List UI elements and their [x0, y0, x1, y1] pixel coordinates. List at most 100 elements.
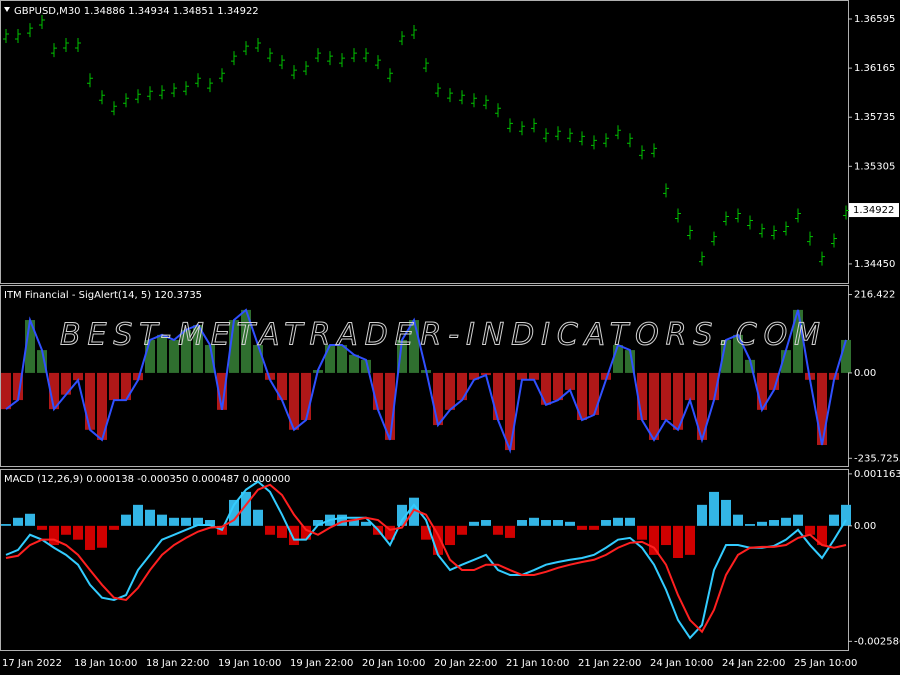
price-bar: [459, 90, 465, 105]
price-bar: [711, 231, 717, 246]
price-bar: [339, 53, 345, 68]
macd-histogram-bar: [637, 525, 647, 540]
macd-histogram-bar: [253, 509, 263, 526]
price-bar: [831, 233, 837, 248]
macd-histogram-bar: [349, 520, 359, 526]
price-bar: [615, 125, 621, 140]
histogram-bar: [277, 372, 287, 401]
histogram-bar: [97, 372, 107, 440]
macd-histogram-bar: [49, 525, 59, 546]
price-bar: [27, 23, 33, 38]
histogram-bar: [397, 339, 407, 373]
price-bar: [87, 73, 93, 88]
histogram-bar: [337, 345, 347, 373]
price-bar: [315, 48, 321, 63]
macd-histogram-bar: [745, 524, 755, 526]
histogram-bar: [457, 372, 467, 401]
price-bar: [111, 101, 117, 116]
histogram-bar: [1, 372, 11, 410]
histogram-bar: [577, 372, 587, 421]
price-bar: [63, 38, 69, 53]
y-tick-label: 1.36165: [854, 63, 895, 74]
histogram-bar: [817, 372, 827, 445]
macd-histogram-bar: [697, 504, 707, 526]
macd-histogram-bar: [265, 525, 275, 535]
macd-histogram-bar: [193, 517, 203, 526]
macd-histogram-bar: [661, 525, 671, 546]
price-bar: [99, 90, 105, 105]
histogram-bar: [697, 372, 707, 440]
macd-histogram-bar: [313, 520, 323, 526]
price-bar: [819, 251, 825, 266]
macd-histogram-bar: [421, 525, 431, 540]
histogram-bar: [649, 372, 659, 440]
price-bar: [183, 81, 189, 96]
price-bar: [507, 118, 513, 133]
current-price-label: 1.34922: [853, 205, 894, 216]
macd-histogram-bar: [589, 525, 599, 530]
macd-histogram-bar: [73, 525, 83, 540]
macd-histogram-bar: [337, 514, 347, 526]
histogram-bar: [709, 372, 719, 401]
histogram-bar: [481, 372, 491, 376]
price-bar: [51, 43, 57, 58]
price-bar: [123, 93, 129, 108]
histogram-bar: [49, 372, 59, 410]
current-price-box: [849, 203, 899, 218]
macd-histogram-bar: [109, 525, 119, 530]
histogram-bar: [289, 372, 299, 430]
x-tick-label: 21 Jan 22:00: [578, 658, 641, 669]
panel-title: MACD (12,26,9) 0.000138 -0.000350 0.0004…: [4, 474, 290, 485]
indicator-line: [5, 308, 847, 454]
histogram-bar: [181, 329, 191, 373]
histogram-bar: [193, 325, 203, 373]
histogram-bar: [673, 372, 683, 430]
histogram-bar: [133, 372, 143, 381]
macd-histogram-bar: [709, 491, 719, 526]
y-tick-label: -0.002586: [854, 636, 900, 647]
price-bar: [603, 133, 609, 148]
macd-histogram-bar: [841, 504, 851, 526]
macd-histogram-bar: [757, 521, 767, 526]
price-bar: [15, 29, 21, 44]
x-tick-label: 20 Jan 22:00: [434, 658, 497, 669]
panel-menu-icon[interactable]: [4, 7, 10, 12]
histogram-bar: [589, 372, 599, 415]
macd-histogram-bar: [469, 521, 479, 526]
macd-histogram-bar: [721, 499, 731, 526]
histogram-bar: [73, 372, 83, 381]
price-bar: [291, 65, 297, 80]
price-bar: [699, 251, 705, 266]
price-bar: [3, 29, 9, 44]
price-bar: [231, 51, 237, 66]
macd-histogram-bar: [505, 525, 515, 538]
histogram-bar: [409, 320, 419, 373]
macd-histogram-bar: [409, 497, 419, 526]
macd-histogram-bar: [733, 514, 743, 526]
histogram-bar: [373, 372, 383, 410]
price-bar: [159, 85, 165, 100]
macd-histogram-bar: [169, 517, 179, 526]
macd-histogram-bar: [685, 525, 695, 555]
macd-histogram-bar: [517, 520, 527, 526]
histogram-bar: [493, 372, 503, 421]
macd-histogram-bar: [673, 525, 683, 558]
macd-line: [5, 480, 847, 640]
price-bar: [663, 183, 669, 198]
price-bar: [639, 145, 645, 160]
price-bar: [747, 215, 753, 230]
macd-histogram-bar: [289, 525, 299, 546]
macd-panel: [0, 469, 849, 651]
macd-histogram-bar: [205, 520, 215, 526]
macd-histogram-bar: [781, 517, 791, 526]
price-bar: [471, 93, 477, 108]
macd-histogram-bar: [13, 517, 23, 526]
macd-histogram-bar: [241, 491, 251, 526]
histogram-bar: [25, 320, 35, 373]
histogram-bar: [205, 345, 215, 373]
histogram-bar: [37, 350, 47, 373]
macd-histogram-bar: [481, 520, 491, 526]
y-tick-label: 216.422: [854, 290, 895, 301]
macd-histogram-bar: [37, 525, 47, 530]
histogram-bar: [229, 320, 239, 373]
